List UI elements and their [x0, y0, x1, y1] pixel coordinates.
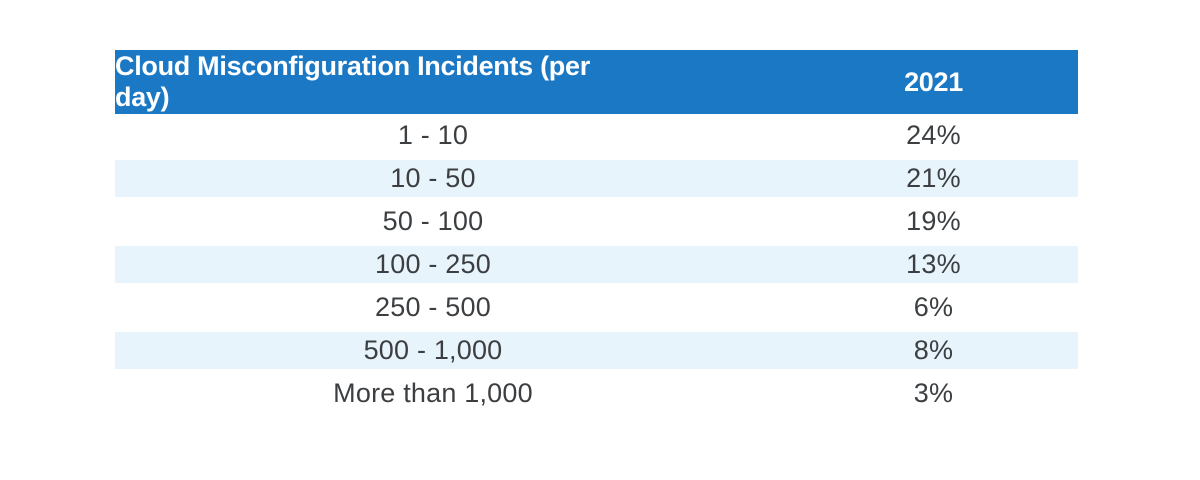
table-row: 500 - 1,000 8%	[115, 329, 1078, 372]
header-cell-year: 2021	[904, 66, 963, 97]
incidents-table: Cloud Misconfiguration Incidents (per da…	[115, 50, 1078, 415]
percentage-cell: 3%	[913, 378, 954, 408]
percentage-cell: 21%	[906, 163, 961, 193]
header-cell-incidents: Cloud Misconfiguration Incidents (per da…	[115, 51, 590, 112]
incident-range-cell: More than 1,000	[333, 378, 533, 408]
table-row: 10 - 50 21%	[115, 157, 1078, 200]
incident-range-cell: 500 - 1,000	[363, 335, 503, 365]
incident-range-cell: 10 - 50	[390, 163, 476, 193]
table-row: 50 - 100 19%	[115, 200, 1078, 243]
percentage-cell: 6%	[913, 292, 954, 322]
table-row: 1 - 10 24%	[115, 114, 1078, 157]
incident-range-cell: 250 - 500	[375, 292, 491, 322]
table-row: More than 1,000 3%	[115, 372, 1078, 415]
percentage-cell: 24%	[906, 120, 961, 150]
table-row: 250 - 500 6%	[115, 286, 1078, 329]
percentage-cell: 13%	[906, 249, 961, 279]
incident-range-cell: 50 - 100	[382, 206, 484, 236]
incident-range-cell: 1 - 10	[397, 120, 469, 150]
percentage-cell: 19%	[906, 206, 961, 236]
percentage-cell: 8%	[913, 335, 954, 365]
table-header-row: Cloud Misconfiguration Incidents (per da…	[115, 50, 1078, 114]
incident-range-cell: 100 - 250	[375, 249, 491, 279]
table-row: 100 - 250 13%	[115, 243, 1078, 286]
